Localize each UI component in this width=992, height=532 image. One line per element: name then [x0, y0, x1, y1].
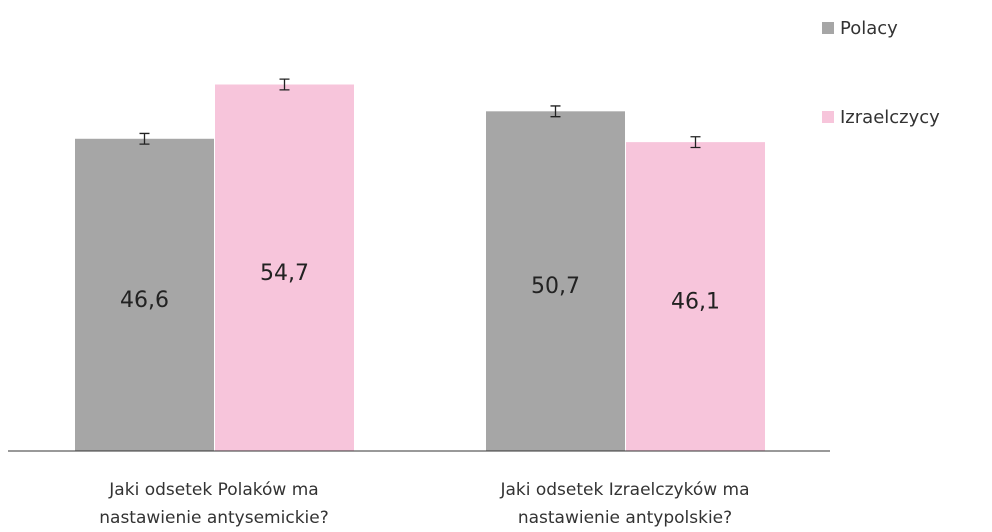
bar [75, 138, 214, 451]
x-tick-label: nastawienie antypolskie? [518, 508, 732, 528]
data-label: 46,1 [671, 290, 720, 315]
bar [215, 84, 354, 451]
error-bar [139, 132, 150, 145]
data-label: 50,7 [531, 274, 580, 299]
x-tick-label: Jaki odsetek Izraelczyków ma [499, 480, 749, 500]
legend-swatch [822, 22, 834, 34]
bar [486, 111, 625, 451]
legend-label: Polacy [840, 18, 898, 39]
x-tick-label: Jaki odsetek Polaków ma [108, 480, 318, 500]
x-tick-label: nastawienie antysemickie? [99, 508, 329, 528]
legend-swatch [822, 111, 834, 123]
data-label: 46,6 [120, 288, 169, 313]
error-bar [690, 136, 701, 149]
bar [626, 142, 765, 451]
legend-label: Izraelczycy [840, 107, 940, 128]
error-bar [550, 105, 561, 118]
data-label: 54,7 [260, 261, 309, 286]
error-bar [279, 78, 290, 91]
